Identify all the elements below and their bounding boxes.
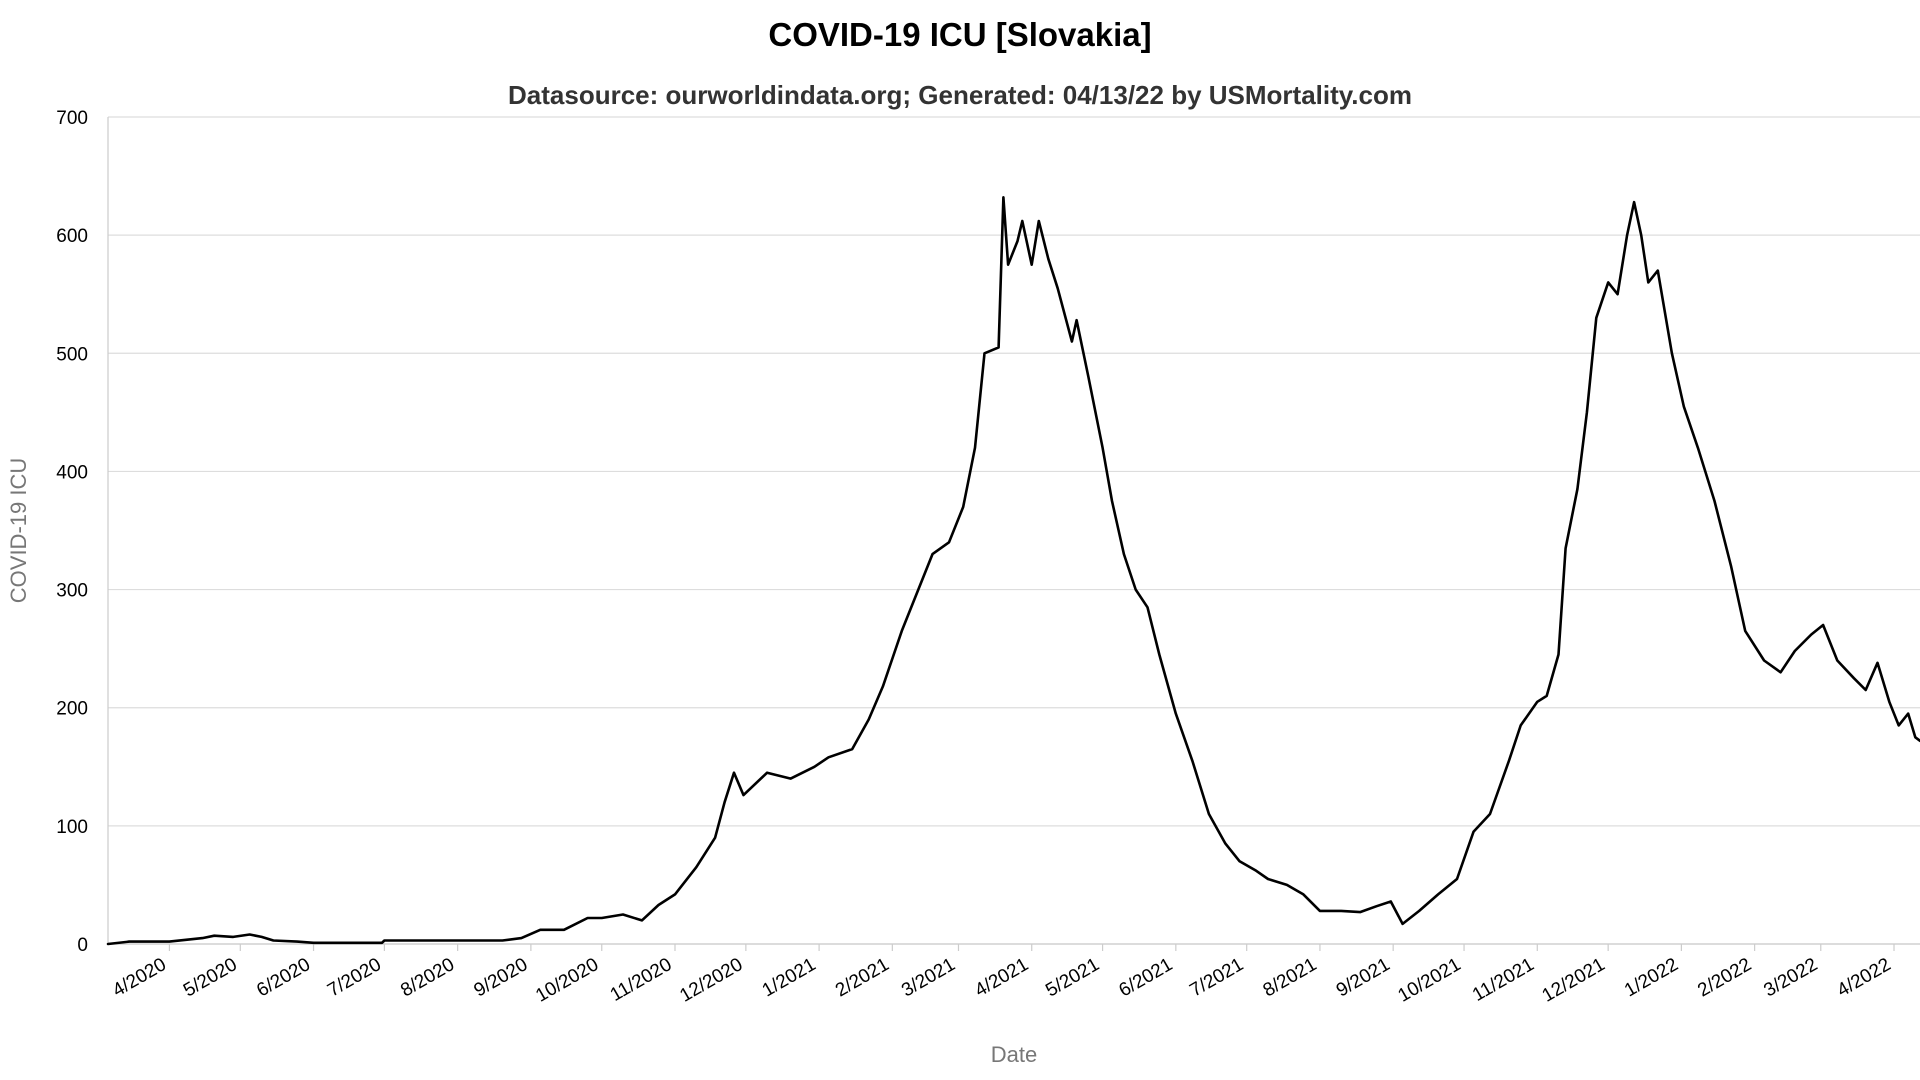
x-tick-label: 7/2020 — [324, 954, 385, 1001]
x-tick-label: 4/2021 — [971, 954, 1032, 1001]
x-tick-label: 10/2021 — [1395, 954, 1465, 1007]
x-tick-label: 11/2021 — [1469, 954, 1538, 1006]
x-tick-label: 12/2021 — [1539, 954, 1609, 1007]
chart-subtitle: Datasource: ourworldindata.org; Generate… — [508, 80, 1412, 110]
x-tick-label: 9/2021 — [1333, 954, 1394, 1001]
x-tick-label: 2/2021 — [832, 954, 893, 1001]
x-tick-label: 11/2020 — [607, 954, 676, 1006]
x-tick-label: 10/2020 — [532, 954, 602, 1007]
y-tick-label: 300 — [56, 581, 88, 602]
y-tick-label: 600 — [56, 226, 88, 247]
x-tick-label: 5/2020 — [180, 954, 241, 1001]
x-tick-label: 8/2020 — [397, 954, 458, 1001]
x-tick-label: 5/2021 — [1042, 954, 1103, 1001]
y-tick-label: 500 — [56, 344, 88, 365]
y-axis-label: COVID-19 ICU — [6, 458, 31, 603]
x-tick-label: 8/2021 — [1260, 954, 1321, 1001]
x-tick-labels: 4/2020 5/2020 6/2020 7/2020 8/2020 9/2020 10/2… — [109, 954, 1894, 1007]
x-tick-label: 4/2020 — [109, 954, 170, 1001]
grid-lines — [108, 116, 1920, 945]
y-tick-labels: 0 100 200 300 400 500 600 700 — [56, 108, 88, 956]
chart-title: COVID-19 ICU [Slovakia] — [768, 16, 1152, 53]
x-tick-label: 12/2020 — [676, 954, 746, 1007]
y-tick-label: 200 — [56, 699, 88, 720]
x-tick-label: 6/2021 — [1115, 954, 1176, 1001]
y-tick-label: 100 — [56, 817, 88, 838]
x-tick-label: 9/2020 — [471, 954, 532, 1001]
x-tick-label: 6/2020 — [253, 954, 314, 1001]
x-tick-label: 7/2021 — [1186, 954, 1247, 1001]
x-tick-label: 1/2021 — [759, 954, 820, 1001]
axes — [107, 117, 1920, 951]
x-tick-label: 2/2022 — [1694, 954, 1755, 1001]
x-tick-label: 1/2022 — [1621, 954, 1682, 1001]
y-tick-label: 700 — [56, 108, 88, 129]
x-tick-label: 3/2021 — [898, 954, 959, 1001]
y-tick-label: 400 — [56, 462, 88, 483]
x-axis-label: Date — [991, 1042, 1037, 1067]
x-tick-label: 4/2022 — [1834, 954, 1895, 1001]
series-line-layer — [106, 196, 1920, 946]
x-tick-label: 3/2022 — [1760, 954, 1821, 1001]
y-tick-label: 0 — [77, 935, 88, 956]
series-line — [106, 196, 1920, 946]
